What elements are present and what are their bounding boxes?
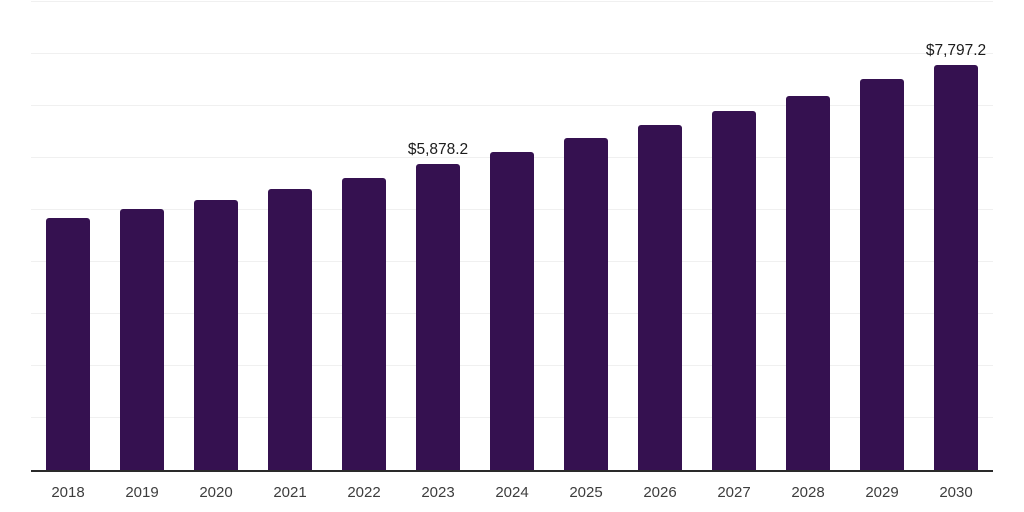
bar-slot-2027 (697, 2, 771, 470)
bar-slot-2022 (327, 2, 401, 470)
x-tick-label-2021: 2021 (273, 484, 307, 501)
bar-2025 (564, 138, 608, 470)
bar-2029 (860, 79, 904, 470)
value-label-2023: $5,878.2 (407, 141, 469, 159)
x-tick-label-2027: 2027 (717, 484, 751, 501)
bar-slot-2020 (179, 2, 253, 470)
bar-slot-2019 (105, 2, 179, 470)
x-tick-label-2023: 2023 (421, 484, 455, 501)
bar-slot-2025 (549, 2, 623, 470)
gridline-7000 (31, 105, 993, 106)
bar-2023 (416, 164, 460, 470)
gridline-8000 (31, 53, 993, 54)
bar-slot-2030: $7,797.2 (919, 2, 993, 470)
bar-slot-2023: $5,878.2 (401, 2, 475, 470)
x-tick-label-2019: 2019 (125, 484, 159, 501)
x-tick-label-2025: 2025 (569, 484, 603, 501)
x-tick-label-2029: 2029 (865, 484, 899, 501)
bar-2020 (194, 199, 238, 470)
x-tick-label-2030: 2030 (939, 484, 973, 501)
bar-2024 (490, 152, 534, 470)
x-tick-label-2026: 2026 (643, 484, 677, 501)
x-axis-line (31, 470, 993, 472)
bar-slot-2026 (623, 2, 697, 470)
x-tick-label-2018: 2018 (51, 484, 85, 501)
x-axis-tick-labels: 2018 2019 2020 2021 2022 2023 2024 2025 2026 2027… (31, 483, 993, 502)
bar-slot-2018 (31, 2, 105, 470)
x-tick-label-2028: 2028 (791, 484, 825, 501)
bar-2019 (120, 209, 164, 470)
bar-2028 (786, 96, 830, 470)
bar-2026 (638, 125, 682, 470)
bar-slot-2021 (253, 2, 327, 470)
plot-area: $5,878.2 $7,797.2 (31, 1, 993, 472)
bar-slot-2029 (845, 2, 919, 470)
value-label-2030: $7,797.2 (925, 41, 987, 59)
bar-slot-2028 (771, 2, 845, 470)
bar-2027 (712, 111, 756, 470)
bar-slot-2024 (475, 2, 549, 470)
x-tick-label-2020: 2020 (199, 484, 233, 501)
gridline-9000 (31, 1, 993, 2)
bar-2030 (934, 64, 978, 470)
bar-2018 (46, 218, 90, 470)
x-tick-label-2022: 2022 (347, 484, 381, 501)
bar-2021 (268, 188, 312, 470)
bars-container: $5,878.2 $7,797.2 (31, 2, 993, 470)
x-tick-label-2024: 2024 (495, 484, 529, 501)
bar-2022 (342, 177, 386, 470)
